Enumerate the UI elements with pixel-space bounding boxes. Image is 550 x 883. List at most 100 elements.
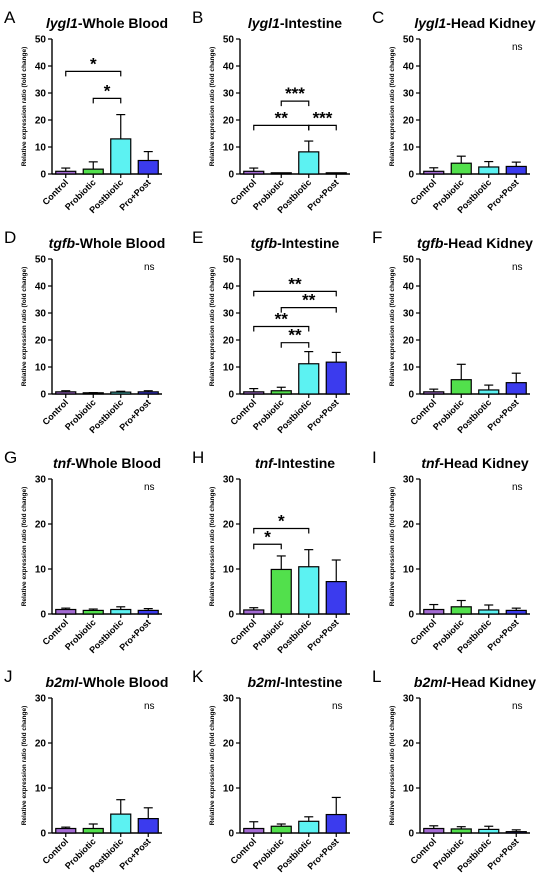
- chart-e-significance-bracket: [280, 342, 310, 348]
- chart-d-panel-letter: D: [4, 228, 16, 247]
- chart-g-title: tnf-Whole Blood: [53, 455, 161, 471]
- chart-l-bar: [505, 831, 527, 834]
- chart-b-ytick-label: 10: [223, 143, 235, 154]
- chart-i-bar: [450, 606, 472, 615]
- chart-h-panel-letter: H: [192, 448, 204, 467]
- chart-j-bar: [82, 827, 104, 834]
- chart-h-ytick-label: 30: [223, 475, 235, 486]
- chart-h-significance-label: *: [278, 512, 285, 531]
- chart-g-annotation: ns: [144, 482, 155, 493]
- chart-h-bar: [325, 580, 347, 615]
- chart-a-panel-letter: A: [4, 8, 16, 27]
- chart-b-bar: [270, 172, 292, 175]
- chart-b-ytick-label: 50: [223, 35, 235, 46]
- chart-a-significance-label: *: [104, 81, 111, 100]
- chart-k-bar: [270, 825, 292, 834]
- chart-c-annotation: ns: [512, 42, 523, 53]
- chart-f-ytick-label: 40: [403, 282, 415, 293]
- chart-a-title: lygl1-Whole Blood: [46, 15, 168, 31]
- chart-f-title-gene: tgfb: [417, 235, 444, 251]
- chart-d-ytick-label: 40: [35, 282, 47, 293]
- chart-i-ytick-label: 10: [403, 565, 415, 576]
- chart-h-significance-bracket: [253, 527, 310, 534]
- chart-l-bar: [423, 827, 445, 834]
- chart-h-significance-label: *: [264, 527, 271, 546]
- chart-i-bar: [478, 609, 500, 615]
- chart-d-title-tissue: -Whole Blood: [75, 235, 165, 251]
- chart-c-ytick-label: 50: [403, 35, 415, 46]
- chart-l-panel-letter: L: [372, 667, 381, 686]
- chart-c-bar: [423, 170, 445, 175]
- chart-i-annotation: ns: [512, 482, 523, 493]
- chart-f-bar: [478, 389, 500, 395]
- chart-c-ytick-label: 30: [403, 89, 415, 100]
- chart-b-ytick-label: 30: [223, 89, 235, 100]
- chart-i-bar: [423, 608, 445, 615]
- chart-b-title-tissue: -Intestine: [280, 15, 342, 31]
- chart-b-ylabel: Relative expression ratio (fold change): [209, 47, 216, 167]
- chart-j-bar: [55, 827, 77, 834]
- chart-g-title-gene: tnf: [53, 455, 72, 471]
- chart-l-ylabel: Relative expression ratio (fold change): [389, 706, 396, 826]
- chart-j-ytick-label: 0: [40, 829, 46, 840]
- chart-k-bar: [325, 813, 347, 834]
- chart-a-title-tissue: -Whole Blood: [78, 15, 168, 31]
- chart-c-ytick-label: 20: [403, 116, 415, 127]
- chart-h-title: tnf-Intestine: [255, 455, 335, 471]
- chart-a-significance-bracket: [65, 70, 122, 77]
- chart-l-bar: [478, 828, 500, 834]
- chart-i-ytick-label: 0: [408, 610, 414, 621]
- chart-b-significance-label: ***: [313, 108, 333, 127]
- chart-e-significance-label: **: [288, 326, 302, 345]
- chart-h-ytick-label: 10: [223, 565, 235, 576]
- chart-b-ytick-label: 40: [223, 62, 235, 73]
- chart-k-panel-letter: K: [192, 667, 204, 686]
- chart-k-title-tissue: -Intestine: [280, 674, 342, 690]
- chart-a-ytick-label: 30: [35, 89, 47, 100]
- chart-g-panel-letter: G: [4, 448, 17, 467]
- chart-e-ytick-label: 40: [223, 282, 235, 293]
- chart-k-ytick-label: 30: [223, 694, 235, 705]
- chart-e-significance-label: **: [302, 291, 316, 310]
- chart-g-ytick-label: 10: [35, 565, 47, 576]
- chart-d-ytick-label: 50: [35, 255, 47, 266]
- chart-h-significance-bracket: [253, 543, 282, 550]
- chart-b-panel-letter: B: [192, 8, 203, 27]
- chart-f-ytick-label: 20: [403, 336, 415, 347]
- chart-h-ytick-label: 20: [223, 520, 235, 531]
- chart-g-bar: [55, 608, 77, 615]
- chart-k-ytick-label: 10: [223, 784, 235, 795]
- chart-f-title: tgfb-Head Kidney: [417, 235, 533, 251]
- chart-f-ytick-label: 50: [403, 255, 415, 266]
- chart-c-panel-letter: C: [372, 8, 384, 27]
- chart-f-bar: [505, 382, 527, 395]
- chart-e-significance-label: **: [275, 310, 289, 329]
- chart-a-ylabel: Relative expression ratio (fold change): [21, 47, 28, 167]
- chart-c-title: lygl1-Head Kidney: [414, 15, 536, 31]
- chart-e-ylabel: Relative expression ratio (fold change): [209, 267, 216, 387]
- chart-e-ytick-label: 10: [223, 363, 235, 374]
- chart-a-significance-label: *: [90, 54, 97, 73]
- chart-a-ytick-label: 10: [35, 143, 47, 154]
- chart-l-ytick-label: 10: [403, 784, 415, 795]
- chart-e-significance-label: **: [288, 274, 302, 293]
- chart-a-ytick-label: 40: [35, 62, 47, 73]
- chart-e-title: tgfb-Intestine: [251, 235, 340, 251]
- chart-k-title: b2ml-Intestine: [248, 674, 343, 690]
- chart-d-ytick-label: 0: [40, 390, 46, 401]
- chart-f-panel-letter: F: [372, 228, 382, 247]
- chart-a-ytick-label: 20: [35, 116, 47, 127]
- chart-i-bar: [505, 609, 527, 615]
- chart-d-bar: [137, 391, 159, 395]
- chart-k-bar: [243, 827, 265, 834]
- chart-l-ytick-label: 20: [403, 739, 415, 750]
- chart-g-bar: [110, 608, 132, 615]
- chart-f-ytick-label: 10: [403, 363, 415, 374]
- chart-f-annotation: ns: [512, 262, 523, 273]
